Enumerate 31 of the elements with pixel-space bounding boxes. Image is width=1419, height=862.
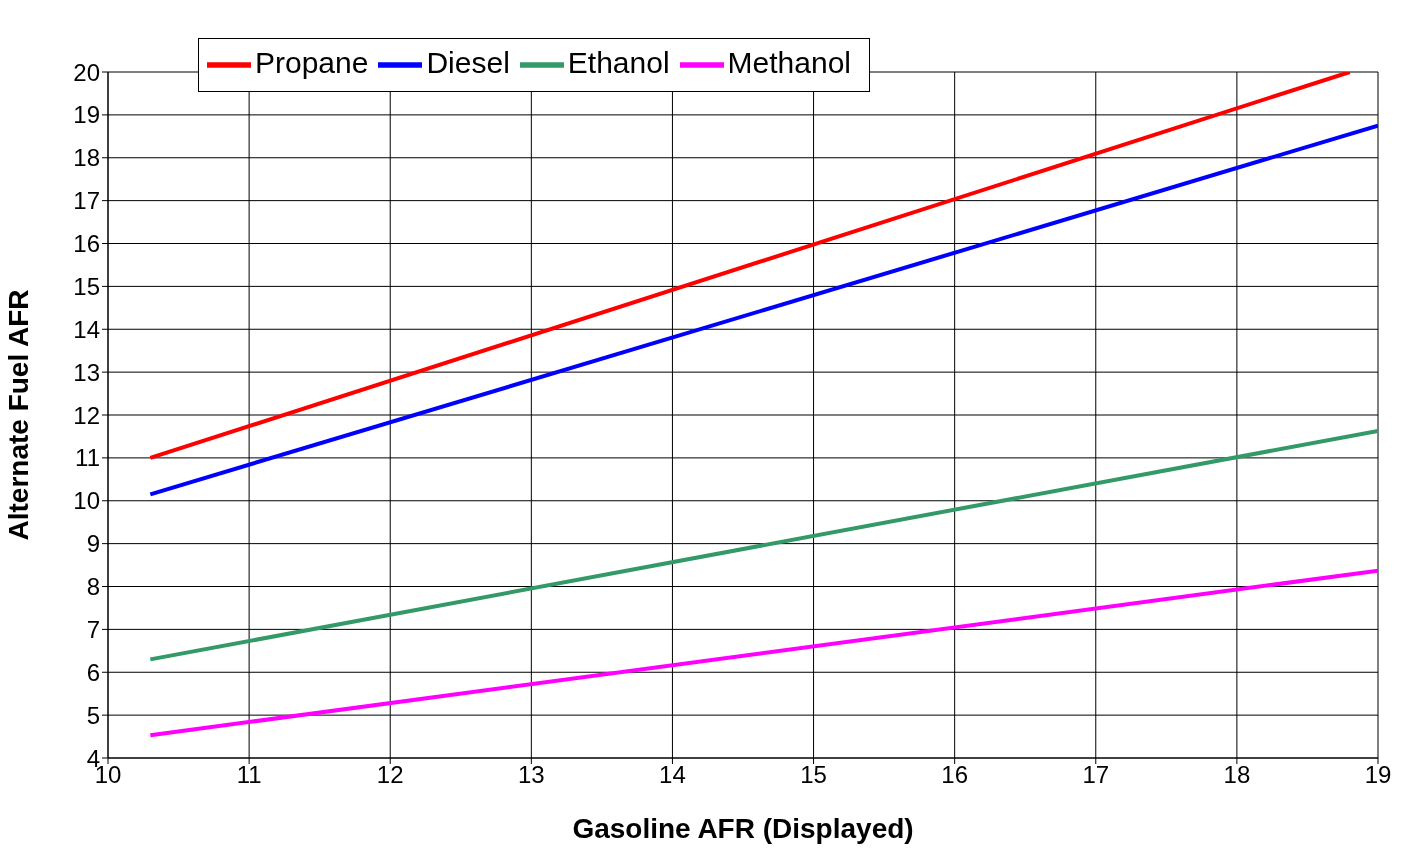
x-tick-label: 15 (800, 761, 827, 789)
x-tick-label: 17 (1082, 761, 1110, 789)
x-tick-label: 18 (1223, 761, 1251, 789)
legend-label: Ethanol (567, 45, 670, 79)
legend-label: Propane (255, 45, 369, 79)
x-tick-label: 14 (659, 761, 686, 789)
y-tick-label: 14 (73, 315, 100, 343)
y-tick-label: 12 (73, 401, 100, 429)
y-tick-label: 18 (73, 144, 100, 172)
y-axis-title: Alternate Fuel AFR (2, 289, 34, 541)
y-tick-label: 9 (86, 530, 100, 558)
x-tick-label: 12 (376, 761, 404, 789)
x-tick-label: 16 (941, 761, 969, 789)
y-tick-label: 17 (73, 187, 100, 215)
y-tick-label: 6 (86, 658, 100, 686)
legend-label: Diesel (426, 45, 510, 79)
x-tick-label: 11 (236, 761, 262, 789)
y-tick-label: 8 (86, 573, 100, 601)
y-tick-label: 13 (73, 358, 100, 386)
y-tick-label: 19 (73, 101, 100, 129)
y-tick-label: 5 (86, 701, 100, 729)
y-tick-label: 10 (73, 487, 100, 515)
y-tick-label: 15 (73, 272, 100, 300)
x-tick-label: 19 (1364, 761, 1392, 789)
x-axis-title: Gasoline AFR (Displayed) (572, 813, 914, 844)
x-tick-label: 13 (517, 761, 545, 789)
y-tick-label: 7 (86, 615, 100, 643)
y-tick-label: 11 (75, 444, 100, 472)
legend-label: Methanol (727, 45, 851, 79)
y-tick-label: 20 (73, 58, 100, 86)
y-tick-label: 16 (73, 230, 100, 258)
